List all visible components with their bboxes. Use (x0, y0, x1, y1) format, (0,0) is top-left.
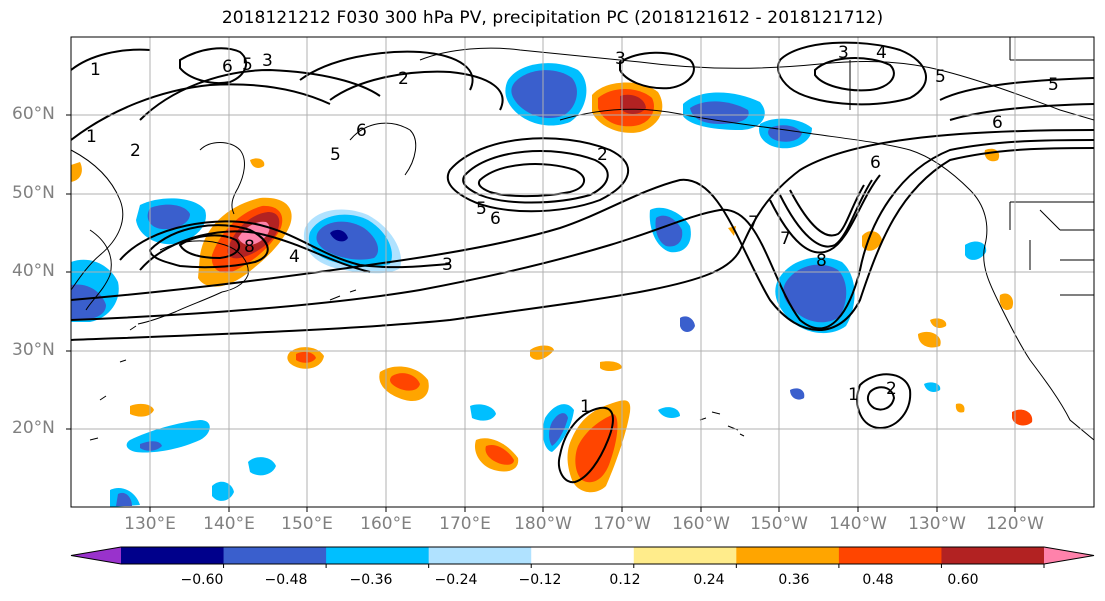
colorbar-tick-label: 0.60 (947, 572, 979, 588)
contour-label: 2 (398, 69, 409, 89)
contour-label: 8 (816, 251, 827, 271)
lon-label: 140°E (203, 514, 255, 534)
colorbar-tick-label: −0.48 (264, 572, 308, 588)
graticule (71, 37, 1094, 507)
contour-label: 4 (289, 247, 300, 267)
contour-label: 3 (262, 51, 273, 71)
lat-label: 50°N (12, 183, 55, 203)
contour-label: 7 (780, 229, 791, 249)
contour-label: 2 (130, 141, 141, 161)
colorbar-tick-label: 0.24 (693, 572, 725, 588)
lon-label: 130°W (908, 514, 966, 534)
colorbar-tick-label: −0.12 (518, 572, 562, 588)
lon-label: 170°E (439, 514, 491, 534)
lon-label: 180°W (514, 514, 572, 534)
lon-label: 170°W (593, 514, 651, 534)
contour-label: 2 (886, 379, 897, 399)
contour-label: 5 (330, 145, 341, 165)
pv-contours (71, 41, 1094, 484)
lat-label: 60°N (12, 104, 55, 124)
lon-label: 130°E (124, 514, 176, 534)
figure-title: 2018121212 F030 300 hPa PV, precipitatio… (221, 8, 884, 28)
contour-label: 1 (580, 397, 591, 417)
contour-label: 5 (476, 199, 487, 219)
colorbar-tick-label: 0.36 (778, 572, 810, 588)
lat-label: 40°N (12, 261, 55, 281)
lon-label: 160°W (672, 514, 730, 534)
contour-label: 2 (597, 145, 608, 165)
coastlines (71, 37, 1094, 441)
contour-label: 5 (242, 55, 253, 75)
contour-label: 6 (222, 57, 233, 77)
lon-label: 140°W (829, 514, 887, 534)
contour-label: 6 (870, 153, 881, 173)
contour-label: 3 (442, 255, 453, 275)
contour-label: 3 (838, 43, 849, 63)
contour-label: 6 (490, 209, 501, 229)
lat-label: 30°N (12, 340, 55, 360)
colorbar-tick-label: 0.48 (862, 572, 894, 588)
lon-label: 120°W (986, 514, 1044, 534)
lon-label: 150°W (750, 514, 808, 534)
contour-label: 8 (244, 237, 255, 257)
lat-label: 20°N (12, 418, 55, 438)
contour-label: 6 (992, 113, 1003, 133)
contour-label: 1 (848, 385, 859, 405)
contour-label: 3 (615, 49, 626, 69)
pv-contour-labels: 1 2 3 4 5 6 7 8 6 5 4 3 2 1 1 2 2 3 5 6 … (86, 43, 1059, 417)
contour-label: 7 (748, 213, 759, 233)
lon-label: 150°E (281, 514, 333, 534)
lon-label: 160°E (360, 514, 412, 534)
contour-label: 5 (935, 67, 946, 87)
contour-label: 5 (1048, 75, 1059, 95)
colorbar-tick-label: −0.60 (180, 572, 224, 588)
colorbar-tick-label: 0.12 (609, 572, 641, 588)
colorbar-tick-label: −0.36 (349, 572, 393, 588)
colorbar-tick-label: −0.24 (434, 572, 478, 588)
contour-label: 6 (356, 121, 367, 141)
contour-label: 1 (86, 127, 97, 147)
contour-label: 4 (876, 43, 887, 63)
contour-label: 1 (90, 60, 101, 80)
